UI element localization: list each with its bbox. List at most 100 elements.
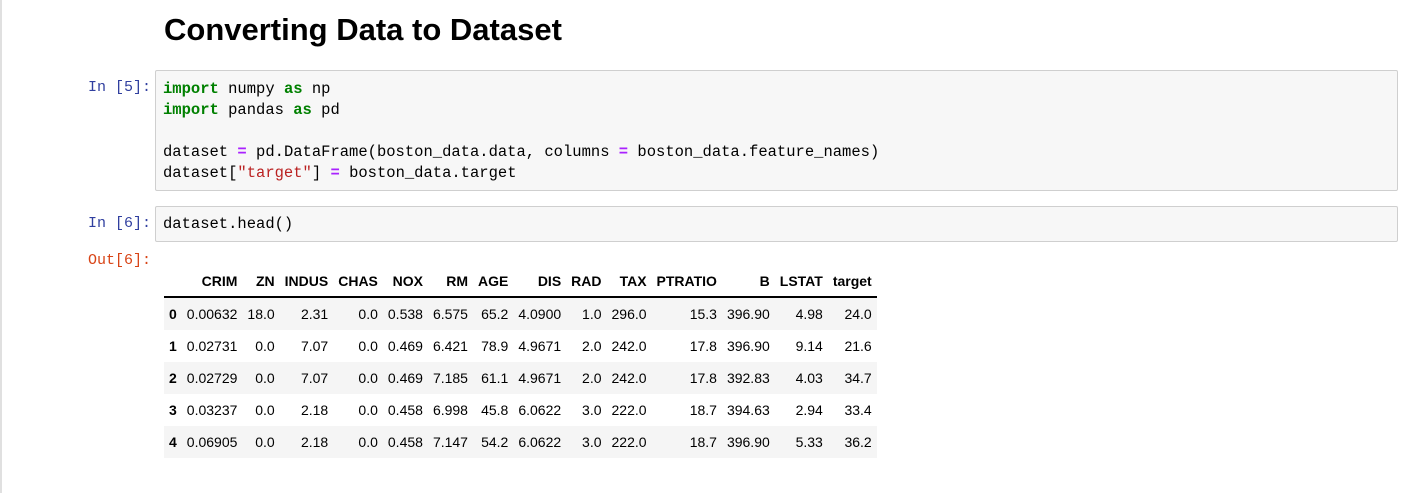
- code-line-blank: [163, 121, 1390, 142]
- keyword-as: as: [293, 101, 312, 119]
- code-text: dataset: [163, 143, 238, 161]
- table-cell: 0.0: [358, 402, 378, 418]
- table-cell: 242.0: [611, 338, 647, 354]
- table-cell: 0.458: [387, 402, 423, 418]
- row-index: 4: [169, 434, 177, 450]
- table-cell: 0.0: [358, 306, 378, 322]
- keyword-as: as: [283, 80, 303, 98]
- table-row: 4 0.06905 0.0 2.18 0.0 0.458 7.147 54.2 6.0622 3.…: [164, 426, 877, 458]
- table-cell: 9.14: [795, 338, 823, 354]
- keyword-import: import: [163, 101, 219, 119]
- table-cell: 2.0: [582, 370, 602, 386]
- table-cell: 0.469: [387, 338, 423, 354]
- column-header: PTRATIO: [651, 266, 722, 298]
- cell-5-input-prompt: In [5]:: [87, 79, 151, 96]
- code-text: dataset[: [163, 164, 238, 182]
- table-cell: 1.0: [582, 306, 602, 322]
- table-cell: 2.31: [300, 306, 329, 322]
- table-cell: 7.07: [300, 338, 329, 354]
- table-cell: 24.0: [844, 306, 872, 322]
- table-cell: 15.3: [689, 306, 717, 322]
- table-cell: 21.6: [844, 338, 872, 354]
- column-header: CHAS: [333, 266, 383, 298]
- table-cell: 242.0: [611, 370, 647, 386]
- column-header: INDUS: [279, 266, 334, 298]
- table-cell: 0.0: [358, 338, 378, 354]
- table-cell: 7.147: [432, 434, 468, 450]
- table-row: 3 0.03237 0.0 2.18 0.0 0.458 6.998 45.8 6.0622 3.…: [164, 394, 877, 426]
- table-cell: 396.90: [726, 306, 770, 322]
- table-cell: 4.9671: [518, 370, 562, 386]
- table-cell: 0.02729: [186, 370, 238, 386]
- code-line: dataset = pd.DataFrame(boston_data.data,…: [163, 142, 1390, 163]
- table-cell: 18.7: [689, 434, 717, 450]
- table-row: 2 0.02729 0.0 7.07 0.0 0.469 7.185 61.1 4.9671 2.…: [164, 362, 877, 394]
- table-cell: 33.4: [844, 402, 872, 418]
- code-line: import numpy as np: [163, 79, 1390, 100]
- table-cell: 3.0: [582, 402, 602, 418]
- code-text: pandas: [218, 101, 294, 119]
- notebook-left-border: [0, 0, 2, 493]
- table-cell: 18.7: [689, 402, 717, 418]
- code-text: numpy: [218, 80, 284, 98]
- table-cell: 0.03237: [186, 402, 238, 418]
- column-header: NOX: [382, 266, 428, 298]
- operator: =: [618, 143, 629, 161]
- table-cell: 6.998: [432, 402, 468, 418]
- code-line: dataset.head(): [163, 215, 294, 233]
- table-cell: 0.06905: [186, 434, 238, 450]
- index-header: [164, 266, 182, 298]
- section-heading: Converting Data to Dataset: [164, 12, 562, 47]
- table-cell: 6.0622: [518, 434, 562, 450]
- table-cell: 396.90: [726, 434, 770, 450]
- table-cell: 394.63: [726, 402, 770, 418]
- column-header: ZN: [242, 266, 280, 298]
- table-cell: 0.469: [387, 370, 423, 386]
- table-cell: 296.0: [611, 306, 647, 322]
- table-cell: 78.9: [481, 338, 509, 354]
- table-cell: 4.9671: [518, 338, 562, 354]
- table-cell: 0.0: [255, 338, 275, 354]
- table-cell: 6.575: [432, 306, 468, 322]
- table-cell: 36.2: [844, 434, 872, 450]
- code-line: dataset["target"] = boston_data.target: [163, 163, 1390, 184]
- table-cell: 0.00632: [186, 306, 238, 322]
- operator: =: [237, 143, 247, 161]
- code-text: np: [302, 80, 331, 98]
- column-header: RAD: [566, 266, 607, 298]
- table-cell: 222.0: [611, 402, 647, 418]
- table-cell: 0.02731: [186, 338, 238, 354]
- table-cell: 2.94: [795, 402, 823, 418]
- code-text: ]: [311, 164, 331, 182]
- column-header: AGE: [472, 266, 514, 298]
- cell-5-code-editor[interactable]: import numpy as np import pandas as pd d…: [155, 70, 1398, 191]
- table-cell: 2.0: [582, 338, 602, 354]
- cell-6-input-prompt: In [6]:: [87, 215, 151, 232]
- cell-6-output-prompt: Out[6]:: [87, 252, 151, 269]
- table-cell: 392.83: [726, 370, 770, 386]
- column-header: DIS: [513, 266, 567, 298]
- cell-6-code-editor[interactable]: dataset.head(): [155, 206, 1398, 242]
- table-body: 0 0.00632 18.0 2.31 0.0 0.538 6.575 65.2 4.0900 1…: [164, 297, 877, 458]
- column-header: TAX: [606, 266, 652, 298]
- table-cell: 54.2: [481, 434, 509, 450]
- table-cell: 0.0: [255, 402, 275, 418]
- table-cell: 17.8: [689, 338, 717, 354]
- table-cell: 18.0: [247, 306, 275, 322]
- column-header: RM: [427, 266, 473, 298]
- table-cell: 3.0: [582, 434, 602, 450]
- code-text: boston_data.feature_names): [628, 143, 880, 161]
- table-cell: 2.18: [300, 434, 329, 450]
- table-cell: 61.1: [481, 370, 509, 386]
- table-cell: 0.538: [387, 306, 423, 322]
- table-cell: 4.0900: [518, 306, 562, 322]
- table-cell: 2.18: [300, 402, 329, 418]
- column-header: target: [827, 266, 877, 298]
- table-cell: 7.185: [432, 370, 468, 386]
- table-cell: 396.90: [726, 338, 770, 354]
- table-cell: 222.0: [611, 434, 647, 450]
- string-literal: "target": [237, 164, 312, 182]
- table-row: 0 0.00632 18.0 2.31 0.0 0.538 6.575 65.2 4.0900 1…: [164, 297, 877, 330]
- row-index: 3: [169, 402, 177, 418]
- table-cell: 4.98: [795, 306, 823, 322]
